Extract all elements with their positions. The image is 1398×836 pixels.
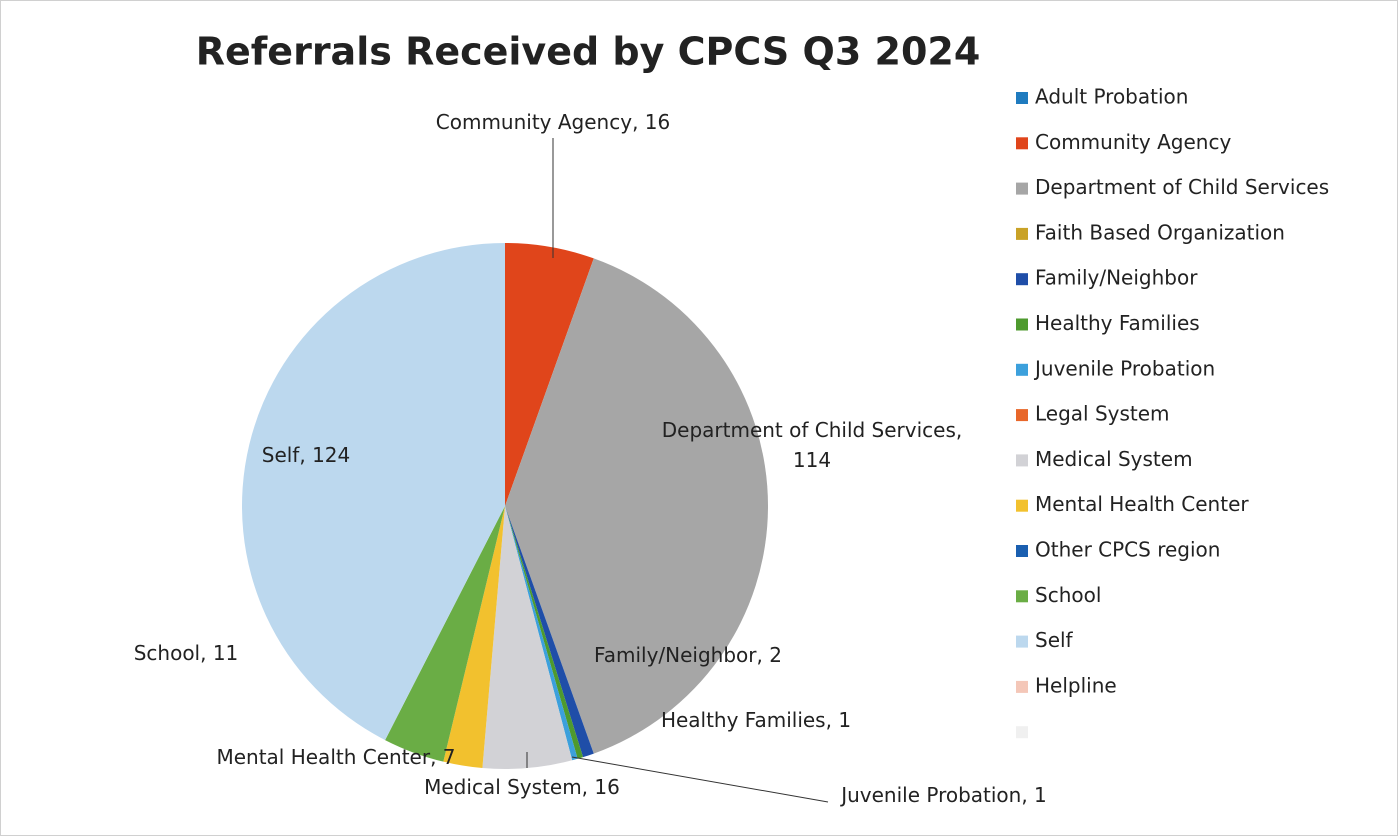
data-label: Mental Health Center, 7: [216, 745, 456, 769]
pie-slice: [443, 506, 505, 769]
legend-label: Family/Neighbor: [1035, 266, 1198, 290]
legend-swatch: [1016, 318, 1028, 331]
legend-swatch: [1016, 454, 1028, 467]
legend-swatch: [1016, 726, 1028, 739]
data-label: Family/Neighbor, 2: [594, 643, 782, 667]
legend-swatch: [1016, 182, 1028, 195]
pie-slice: [505, 506, 578, 761]
legend-swatch: [1016, 273, 1028, 286]
pie-slice: [385, 506, 505, 762]
legend-swatch: [1016, 137, 1028, 150]
data-label: Department of Child Services, 114: [661, 418, 963, 472]
legend-swatch: [1016, 635, 1028, 648]
data-label: School, 11: [133, 641, 239, 665]
legend-swatch: [1016, 680, 1028, 693]
legend-label: Self: [1035, 628, 1074, 652]
legend-swatch: [1016, 545, 1028, 557]
data-label: Community Agency, 16: [435, 110, 671, 134]
leader-line: [571, 756, 829, 803]
legend-swatch: [1016, 227, 1028, 240]
data-label: Self, 124: [261, 443, 351, 467]
legend-label: Healthy Families: [1035, 311, 1200, 335]
legend-swatch: [1016, 499, 1028, 512]
legend-label: Adult Probation: [1035, 85, 1188, 109]
legend-swatch: [1016, 92, 1028, 104]
legend-label: Legal System: [1035, 402, 1170, 426]
pie-slice: [505, 506, 584, 759]
legend-label: Community Agency: [1035, 130, 1231, 154]
pie-slice: [505, 258, 768, 754]
pie-slice: [505, 243, 594, 506]
pie-slice: [241, 243, 505, 741]
legend-label: Mental Health Center: [1035, 492, 1249, 516]
legend-swatch: [1016, 409, 1028, 422]
pie-slice: [505, 506, 594, 758]
data-label: Juvenile Probation, 1: [841, 783, 1047, 807]
legend-label: Medical System: [1035, 447, 1193, 471]
legend-swatch: [1016, 363, 1028, 376]
legend-swatch: [1016, 590, 1028, 603]
data-label: Healthy Families, 1: [660, 708, 852, 732]
legend-label: Juvenile Probation: [1033, 356, 1215, 380]
legend-label: Faith Based Organization: [1035, 220, 1285, 244]
pie-slice: [482, 506, 573, 769]
legend-label: Other CPCS region: [1035, 538, 1220, 562]
chart-title: Referrals Received by CPCS Q3 2024: [196, 30, 981, 74]
legend-label: Helpline: [1035, 673, 1117, 697]
data-label: Medical System, 16: [424, 775, 620, 799]
legend-label: School: [1035, 583, 1101, 607]
legend-label: Department of Child Services: [1035, 175, 1329, 199]
